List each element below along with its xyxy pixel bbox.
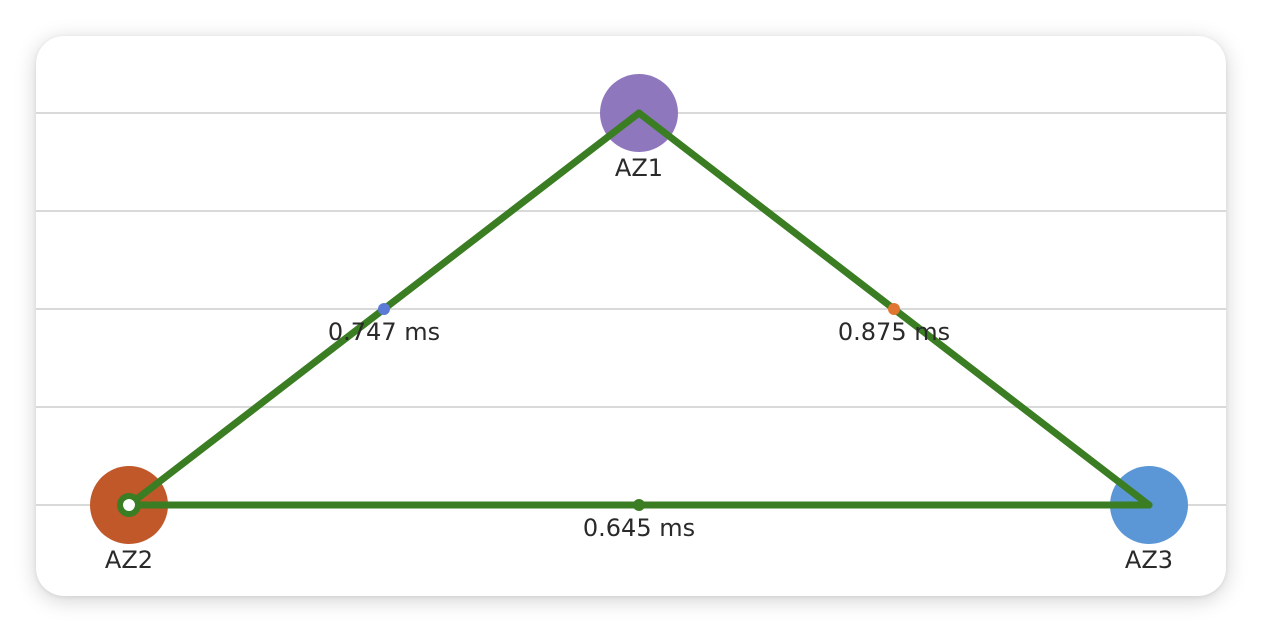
latency-label: 0.645 ms bbox=[583, 514, 695, 542]
start-marker bbox=[117, 493, 141, 517]
latency-label: 0.747 ms bbox=[328, 318, 440, 346]
midpoint-marker bbox=[633, 499, 645, 511]
node-label: AZ1 bbox=[615, 154, 663, 182]
latency-label: 0.875 ms bbox=[838, 318, 950, 346]
midpoint-marker bbox=[888, 303, 900, 315]
chart-card: 0.747 ms 0.875 ms 0.645 ms AZ1 AZ2 AZ3 bbox=[36, 36, 1226, 596]
link-midpoints bbox=[117, 303, 900, 517]
chart-labels: 0.747 ms 0.875 ms 0.645 ms AZ1 AZ2 AZ3 bbox=[105, 154, 1173, 574]
latency-chart: 0.747 ms 0.875 ms 0.645 ms AZ1 AZ2 AZ3 bbox=[36, 74, 1226, 574]
node-label: AZ3 bbox=[1125, 546, 1173, 574]
midpoint-marker bbox=[378, 303, 390, 315]
node-label: AZ2 bbox=[105, 546, 153, 574]
